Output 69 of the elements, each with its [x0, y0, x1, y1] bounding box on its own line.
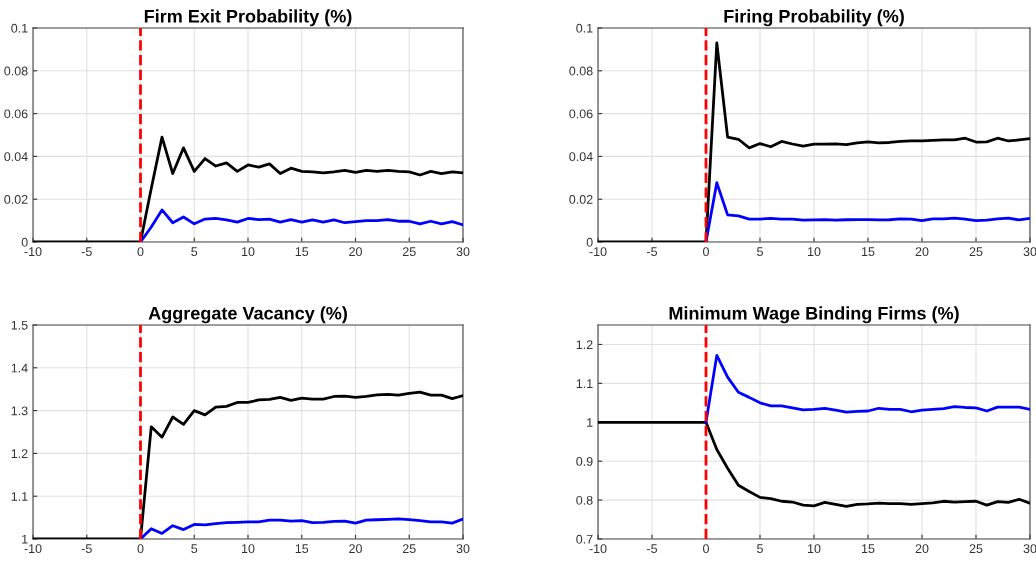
- x-tick-label: 30: [456, 247, 470, 257]
- x-tick-label: -10: [589, 544, 607, 554]
- x-tick-label: 5: [191, 247, 198, 257]
- y-tick-label: 0.04: [4, 152, 28, 162]
- x-tick-label: 0: [703, 247, 709, 257]
- line-series: [139, 517, 463, 539]
- x-tick-label: -10: [589, 247, 607, 257]
- x-tick-label: 25: [402, 544, 416, 554]
- y-tick-label: 0.7: [576, 534, 593, 544]
- x-tick-label: 0: [137, 247, 144, 257]
- y-tick-label: 0.08: [4, 66, 28, 76]
- y-tick-label: 0.06: [4, 109, 28, 119]
- x-tick-label: -5: [647, 247, 658, 257]
- line-series: [598, 420, 1030, 508]
- chart-title: Minimum Wage Binding Firms (%): [669, 306, 959, 324]
- chart-title: Aggregate Vacancy (%): [148, 306, 347, 324]
- y-tick-label: 1.1: [11, 492, 28, 501]
- x-tick-label: -5: [81, 247, 92, 257]
- x-tick-label: 5: [757, 247, 763, 257]
- line-series: [139, 208, 463, 242]
- x-tick-label: 30: [1023, 247, 1036, 257]
- line-series: [704, 353, 1030, 424]
- x-tick-label: 15: [295, 247, 309, 257]
- x-tick-label: -5: [81, 544, 92, 554]
- y-tick-label: 0.02: [569, 195, 593, 204]
- y-tick-label: 0.9: [576, 456, 593, 466]
- y-tick-label: 1.3: [11, 406, 28, 416]
- x-tick-label: 10: [242, 247, 255, 257]
- x-tick-label: 25: [969, 544, 983, 554]
- y-tick-label: 0: [21, 237, 28, 247]
- x-tick-label: 20: [349, 247, 362, 257]
- y-tick-label: 0.06: [569, 109, 593, 119]
- y-tick-label: 0.02: [4, 195, 28, 204]
- x-tick-label: 10: [808, 544, 821, 554]
- x-tick-label: 30: [1023, 544, 1036, 554]
- y-tick-label: 0.08: [569, 66, 593, 76]
- y-tick-label: 0: [586, 237, 593, 247]
- x-tick-label: 10: [242, 544, 255, 554]
- x-tick-label: 15: [295, 544, 309, 554]
- y-tick-label: 1: [22, 534, 28, 544]
- x-tick-label: 30: [456, 544, 470, 554]
- x-tick-label: 5: [757, 544, 763, 554]
- x-tick-label: 15: [862, 247, 875, 257]
- y-tick-label: 1.4: [11, 363, 28, 373]
- y-tick-label: 0.04: [569, 152, 593, 162]
- x-tick-label: 25: [969, 247, 983, 257]
- chart-title: Firing Probability (%): [724, 9, 904, 27]
- y-tick-label: 1.2: [576, 340, 593, 349]
- x-tick-label: 20: [915, 247, 929, 257]
- y-tick-label: 1.1: [576, 379, 593, 388]
- x-tick-label: 20: [349, 544, 362, 554]
- x-tick-label: -10: [24, 544, 42, 554]
- x-tick-label: 10: [808, 247, 821, 257]
- x-tick-label: 15: [862, 544, 875, 554]
- x-tick-label: 25: [402, 247, 416, 257]
- x-tick-label: 0: [703, 544, 709, 554]
- x-tick-label: 0: [137, 544, 144, 554]
- x-tick-label: -5: [647, 544, 658, 554]
- chart-title: Firm Exit Probability (%): [144, 9, 352, 27]
- y-tick-label: 1.5: [11, 320, 28, 330]
- y-tick-label: 0.1: [576, 23, 593, 33]
- y-tick-label: 0.8: [576, 495, 593, 505]
- y-tick-label: 0.1: [11, 23, 28, 33]
- y-tick-label: 1.2: [11, 449, 28, 458]
- line-series: [704, 181, 1030, 242]
- y-tick-label: 1: [587, 418, 593, 427]
- x-tick-label: 20: [915, 544, 929, 554]
- x-tick-label: -10: [24, 247, 42, 257]
- x-tick-label: 5: [191, 544, 198, 554]
